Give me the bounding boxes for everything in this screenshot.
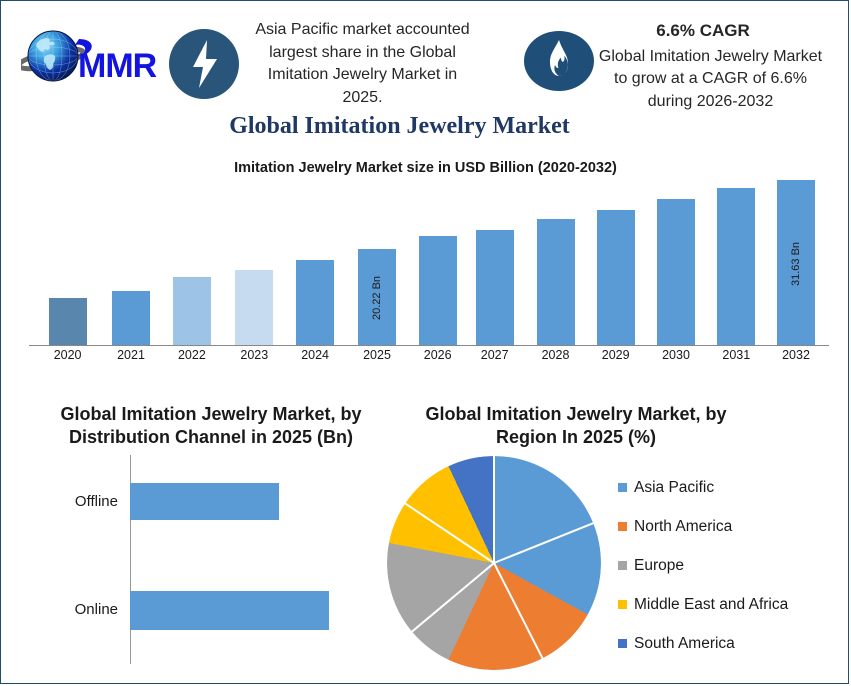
svg-text:MMR: MMR	[78, 47, 157, 84]
